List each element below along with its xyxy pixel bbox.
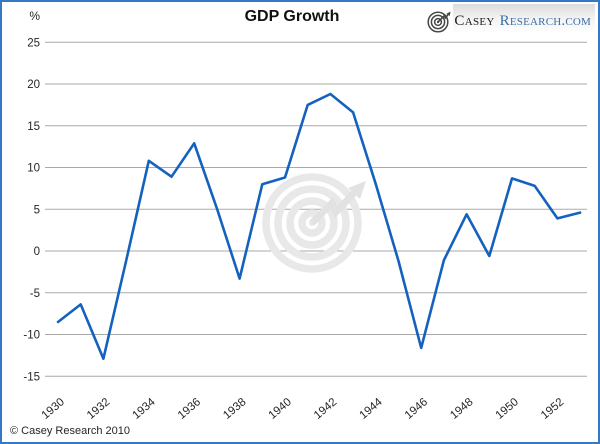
y-tick-label: 15 xyxy=(27,121,40,133)
logo-background xyxy=(453,4,595,34)
y-tick-label: -10 xyxy=(23,330,40,342)
x-tick-label: 1942 xyxy=(312,396,339,422)
x-tick-label: 1936 xyxy=(176,396,203,422)
x-tick-label: 1952 xyxy=(539,396,566,422)
x-axis: 1930 1932 1934 1936 1938 1940 1942 1944 1946 1948… xyxy=(40,396,567,422)
casey-watermark-icon xyxy=(262,173,366,273)
copyright-label: © Casey Research 2010 xyxy=(10,425,131,437)
gdp-series-line xyxy=(56,92,582,361)
x-tick-label: 1934 xyxy=(130,396,158,422)
x-tick-label: 1950 xyxy=(494,396,521,422)
y-tick-label: -5 xyxy=(30,288,40,300)
x-tick-label: 1948 xyxy=(448,396,475,422)
y-tick-label: 0 xyxy=(34,246,40,258)
x-tick-label: 1938 xyxy=(221,396,248,422)
x-tick-label: 1932 xyxy=(85,396,112,422)
x-tick-label: 1944 xyxy=(357,396,385,422)
y-tick-label: 5 xyxy=(34,204,40,216)
y-axis-unit-label: % xyxy=(29,9,40,23)
logo-text-casey: Casey xyxy=(454,13,495,29)
chart-title: GDP Growth xyxy=(244,8,340,25)
y-tick-label: 20 xyxy=(27,79,40,91)
x-tick-label: 1930 xyxy=(40,396,67,422)
logo-text-research: Research.com xyxy=(499,13,591,29)
x-tick-label: 1940 xyxy=(267,396,294,422)
y-tick-label: -15 xyxy=(23,371,40,383)
grid-and-y-axis: 25 20 15 10 5 0 -5 -10 -15 xyxy=(23,37,587,383)
y-tick-label: 25 xyxy=(27,37,40,49)
x-tick-label: 1946 xyxy=(403,396,430,422)
casey-research-logo: Casey Research.com xyxy=(426,8,591,35)
y-tick-label: 10 xyxy=(27,163,40,175)
casey-spiral-icon xyxy=(427,11,451,33)
